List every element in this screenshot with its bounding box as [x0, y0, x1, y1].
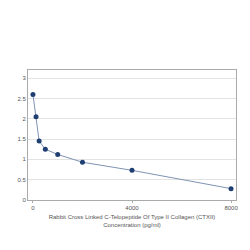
- svg-text:8000: 8000: [224, 205, 238, 211]
- svg-text:Rabbit Cross Linked C-Telopept: Rabbit Cross Linked C-Telopeptide Of Typ…: [49, 214, 216, 228]
- svg-text:1: 1: [22, 156, 26, 162]
- svg-text:0: 0: [31, 205, 35, 211]
- svg-text:1.5: 1.5: [17, 136, 26, 142]
- svg-text:2.5: 2.5: [17, 96, 26, 102]
- svg-text:3: 3: [22, 75, 26, 81]
- svg-text:0.5: 0.5: [17, 177, 26, 183]
- svg-text:0: 0: [22, 197, 26, 203]
- svg-text:2: 2: [22, 116, 26, 122]
- svg-text:4000: 4000: [125, 205, 139, 211]
